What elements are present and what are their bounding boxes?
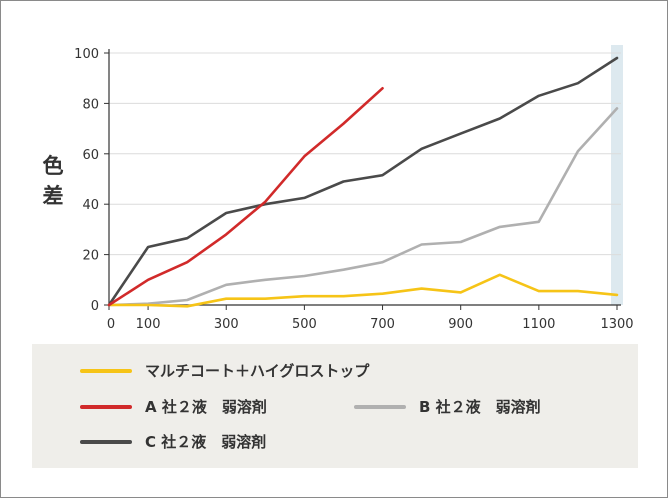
series-line-1: [107, 87, 384, 307]
y-tick-label-5: 100: [74, 47, 99, 62]
legend-label-multicoat: マルチコート＋ハイグロストップ: [145, 362, 370, 380]
x-tick-label-7: 1300: [600, 317, 633, 332]
y-tick-label-3: 60: [82, 148, 99, 163]
line-chart: 0 20 40 60 80 100 0 100 300 500 700 900 1100 1300 色差: [43, 45, 634, 332]
x-tick-label-4: 700: [370, 317, 395, 332]
legend-label-company-a: A 社２液 弱溶剤: [145, 398, 267, 416]
legend-item-multicoat: マルチコート＋ハイグロストップ: [80, 360, 369, 381]
legend-label-company-c: C 社２液 弱溶剤: [145, 433, 267, 451]
y-axis-label-char-1: 差: [43, 184, 64, 208]
y-tick-label-1: 20: [82, 249, 99, 264]
legend-label-company-b: B 社２液 弱溶剤: [419, 398, 541, 416]
legend-item-company-a: A 社２液 弱溶剤: [80, 396, 267, 417]
legend-item-company-c: C 社２液 弱溶剤: [80, 431, 266, 452]
highlight-band: [611, 45, 623, 305]
y-tick-label-0: 0: [91, 299, 99, 314]
x-tick-label-1: 100: [136, 317, 161, 332]
legend: マルチコート＋ハイグロストップ A 社２液 弱溶剤 B 社２液 弱溶剤 C 社２…: [32, 344, 638, 468]
series-line-2: [107, 107, 619, 307]
x-tick-label-6: 1100: [522, 317, 555, 332]
legend-swatch-multicoat: [80, 368, 132, 373]
x-tick-label-3: 500: [292, 317, 317, 332]
legend-swatch-company-b: [354, 404, 406, 409]
y-tick-label-2: 40: [82, 198, 99, 213]
series-line-3: [107, 56, 619, 307]
legend-item-company-b: B 社２液 弱溶剤: [354, 396, 541, 417]
y-axis-label-char-0: 色: [43, 154, 64, 178]
legend-swatch-company-c: [80, 439, 132, 444]
legend-swatch-company-a: [80, 404, 132, 409]
x-tick-label-5: 900: [448, 317, 473, 332]
x-tick-label-2: 300: [214, 317, 239, 332]
series-line-0: [107, 273, 619, 308]
x-tick-label-0: 0: [107, 317, 115, 332]
y-tick-label-4: 80: [82, 97, 99, 112]
